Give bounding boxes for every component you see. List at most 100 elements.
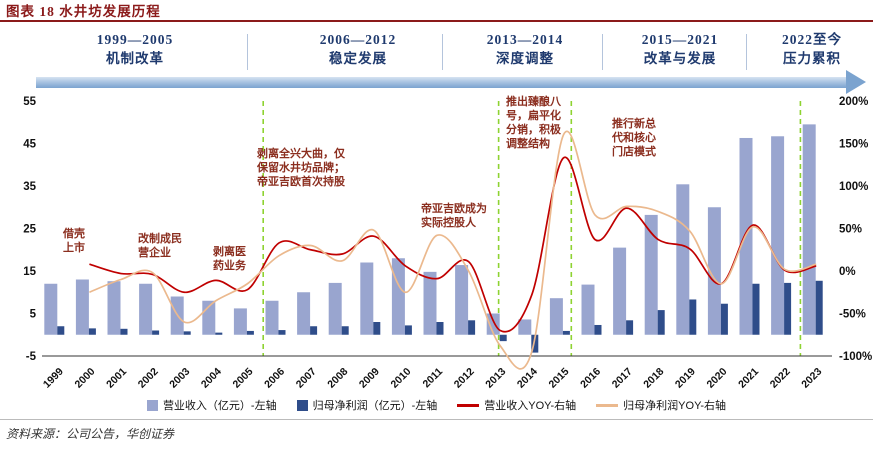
right-axis-tick: -50% <box>839 309 866 321</box>
bar-revenue <box>423 271 437 335</box>
bar-net-profit <box>246 330 254 335</box>
year-label: 2008 <box>325 366 350 391</box>
phase-range: 2013—2014 <box>486 32 564 47</box>
annotation-line: 药业务 <box>213 258 247 272</box>
bar-revenue <box>613 247 627 335</box>
left-axis-tick: 45 <box>23 139 36 151</box>
annotation-line: 帝亚吉欧成为 <box>421 201 487 215</box>
phase-range: 2022至今 <box>782 32 842 47</box>
bar-net-profit <box>404 325 412 335</box>
annotation-line: 实际控股人 <box>421 215 477 229</box>
bar-net-profit <box>815 280 823 335</box>
bar-revenue <box>328 282 342 335</box>
annotation-line: 门店模式 <box>612 144 656 158</box>
year-label: 1999 <box>41 366 66 391</box>
bar-revenue <box>265 300 279 335</box>
year-label: 2012 <box>452 366 477 391</box>
timeline-phase-5: 2022至今 压力累积 <box>782 30 842 68</box>
legend-line-swatch <box>596 403 619 407</box>
bar-net-profit <box>310 326 318 335</box>
year-label: 2001 <box>104 366 129 391</box>
annotation-line: 分销，积极 <box>506 122 562 136</box>
source-note: 资料来源：公司公告，华创证券 <box>6 427 175 441</box>
timeline-separator <box>247 34 248 70</box>
year-label: 2011 <box>421 366 446 391</box>
bar-revenue <box>581 284 595 335</box>
legend-label: 归母净利润（亿元）-左轴 <box>312 400 438 412</box>
year-label: 2020 <box>705 366 730 391</box>
bar-revenue <box>707 207 721 335</box>
annotation-line: 借壳 <box>62 226 85 240</box>
year-label: 2021 <box>736 366 761 391</box>
year-label: 2004 <box>199 366 224 391</box>
figure-title: 图表 18 水井坊发展历程 <box>6 4 161 19</box>
phase-name: 压力累积 <box>783 51 841 66</box>
year-label: 2022 <box>768 366 793 391</box>
left-axis-tick: 25 <box>23 224 36 236</box>
annotation: 帝亚吉欧成为实际控股人 <box>421 201 487 229</box>
phase-range: 1999—2005 <box>96 32 174 47</box>
bar-revenue <box>297 292 311 335</box>
annotation: 剥离医药业务 <box>213 244 247 272</box>
bar-net-profit <box>752 283 760 335</box>
left-axis-tick: 35 <box>23 181 36 193</box>
phase-name: 稳定发展 <box>329 51 387 66</box>
timeline-separator <box>746 34 747 70</box>
annotation-line: 调整结构 <box>506 136 550 150</box>
bar-revenue <box>107 281 121 335</box>
bar-net-profit <box>278 330 286 335</box>
bar-net-profit <box>594 324 602 335</box>
timeline-phase-4: 2015—2021 改革与发展 <box>642 30 719 68</box>
bar-net-profit <box>341 326 349 335</box>
bar-revenue <box>518 319 532 335</box>
legend-label: 营业收入YOY-右轴 <box>484 400 577 412</box>
title-rule <box>0 20 873 22</box>
annotation: 推行新总代和核心门店模式 <box>611 116 656 158</box>
annotation-line: 剥离全兴大曲，仅 <box>257 146 346 160</box>
source-divider <box>0 419 873 420</box>
bar-net-profit <box>720 303 728 335</box>
bar-net-profit <box>531 334 539 353</box>
bar-revenue <box>771 136 785 335</box>
year-label: 2007 <box>294 366 319 391</box>
bar-revenue <box>233 308 247 335</box>
bar-net-profit <box>657 310 665 335</box>
combo-chart: 55 45 35 25 15 5 -5 200% 150% 100% 50% 0% -50% -100% 1… <box>23 95 872 391</box>
right-axis-tick: 200% <box>839 96 868 108</box>
right-axis-tick: -100% <box>839 351 872 363</box>
line-net-profit-yoy <box>89 130 817 370</box>
year-label: 2005 <box>231 366 256 391</box>
annotation-line: 上市 <box>63 240 85 254</box>
right-axis-tick: 100% <box>839 181 868 193</box>
legend-bar-swatch <box>146 399 158 411</box>
bar-revenue <box>676 184 690 335</box>
legend-item: 营业收入（亿元）-左轴 <box>146 397 277 413</box>
year-label: 2002 <box>136 366 161 391</box>
phase-range: 2006—2012 <box>319 32 397 47</box>
bar-net-profit <box>152 330 160 335</box>
phase-name: 改革与发展 <box>643 51 717 66</box>
bar-revenue <box>75 279 89 335</box>
bar-net-profit <box>88 328 96 335</box>
year-label: 2010 <box>389 366 414 391</box>
legend-item: 营业收入YOY-右轴 <box>457 397 576 413</box>
bar-revenue <box>644 214 658 335</box>
annotation-line: 推出臻酿八 <box>506 95 562 108</box>
year-label: 2019 <box>673 366 698 391</box>
timeline-phase-1: 1999—2005 机制改革 <box>97 30 174 68</box>
bar-revenue <box>391 258 405 335</box>
annotation: 借壳上市 <box>62 226 85 254</box>
bar-net-profit <box>468 320 476 335</box>
year-label: 2003 <box>167 366 192 391</box>
bar-net-profit <box>436 322 444 335</box>
bar-net-profit <box>499 334 507 342</box>
timeline-separator <box>602 34 603 70</box>
right-axis-tick: 50% <box>839 224 862 236</box>
bar-net-profit <box>183 331 191 335</box>
annotation-line: 代和核心 <box>611 130 656 144</box>
legend-item: 归母净利润（亿元）-左轴 <box>296 397 438 413</box>
annotation: 剥离全兴大曲，仅保留水井坊品牌；帝亚吉欧首次持股 <box>256 146 346 188</box>
annotation-line: 营企业 <box>138 245 171 259</box>
bar-revenue <box>549 298 563 335</box>
annotation: 改制成民营企业 <box>138 231 182 259</box>
